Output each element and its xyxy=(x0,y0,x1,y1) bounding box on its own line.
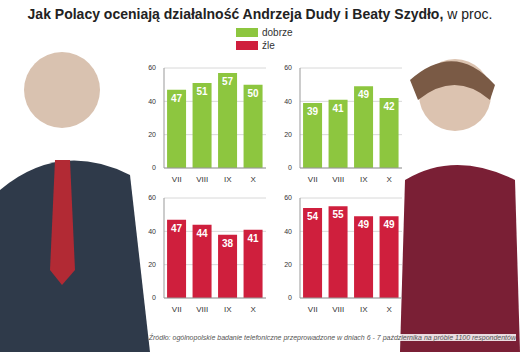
html-text:Źródło: ogólnopolskie badanie: Źródło: ogólnopolskie badanie telefonicz… xyxy=(148,334,516,341)
svg-text:40: 40 xyxy=(284,98,292,105)
svg-text:VIII: VIII xyxy=(196,175,208,184)
svg-text:60: 60 xyxy=(148,64,156,71)
svg-text:X: X xyxy=(251,305,257,314)
svg-text:41: 41 xyxy=(247,233,259,244)
svg-text:20: 20 xyxy=(284,261,292,268)
svg-text:44: 44 xyxy=(196,228,208,239)
svg-text:0: 0 xyxy=(152,164,156,171)
svg-text:0: 0 xyxy=(288,164,292,171)
svg-text:20: 20 xyxy=(148,131,156,138)
svg-text:IX: IX xyxy=(360,305,368,314)
svg-text:60: 60 xyxy=(284,64,292,71)
svg-text:49: 49 xyxy=(383,219,395,230)
svg-text:41: 41 xyxy=(332,103,344,114)
svg-text:VII: VII xyxy=(172,175,182,184)
svg-text:VIII: VIII xyxy=(332,175,344,184)
svg-text:49: 49 xyxy=(358,219,370,230)
svg-text:50: 50 xyxy=(247,88,259,99)
svg-text:60: 60 xyxy=(148,194,156,201)
svg-text:IX: IX xyxy=(224,305,232,314)
svg-text:42: 42 xyxy=(383,101,395,112)
html-text:Jak Polacy oceniają działalnoś: Jak Polacy oceniają działalność Andrzeja… xyxy=(27,6,493,22)
svg-text:0: 0 xyxy=(152,294,156,301)
svg-text:60: 60 xyxy=(284,194,292,201)
svg-text:VII: VII xyxy=(308,305,318,314)
svg-text:20: 20 xyxy=(284,131,292,138)
html-text:źle: źle xyxy=(262,40,275,51)
svg-text:49: 49 xyxy=(358,89,370,100)
svg-text:38: 38 xyxy=(222,238,234,249)
svg-text:X: X xyxy=(251,175,257,184)
svg-text:VII: VII xyxy=(172,305,182,314)
svg-text:40: 40 xyxy=(148,98,156,105)
svg-text:39: 39 xyxy=(307,106,319,117)
svg-text:IX: IX xyxy=(224,175,232,184)
svg-text:0: 0 xyxy=(288,294,292,301)
svg-text:54: 54 xyxy=(307,211,319,222)
svg-text:47: 47 xyxy=(171,93,183,104)
svg-text:57: 57 xyxy=(222,76,234,87)
svg-text:55: 55 xyxy=(332,209,344,220)
svg-text:51: 51 xyxy=(196,86,208,97)
svg-text:VIII: VIII xyxy=(332,305,344,314)
svg-text:40: 40 xyxy=(148,228,156,235)
svg-text:X: X xyxy=(387,175,393,184)
svg-text:VII: VII xyxy=(308,175,318,184)
svg-text:40: 40 xyxy=(284,228,292,235)
html-text:dobrze: dobrze xyxy=(262,27,293,38)
svg-text:47: 47 xyxy=(171,223,183,234)
svg-text:X: X xyxy=(387,305,393,314)
svg-text:20: 20 xyxy=(148,261,156,268)
svg-text:IX: IX xyxy=(360,175,368,184)
svg-text:VIII: VIII xyxy=(196,305,208,314)
